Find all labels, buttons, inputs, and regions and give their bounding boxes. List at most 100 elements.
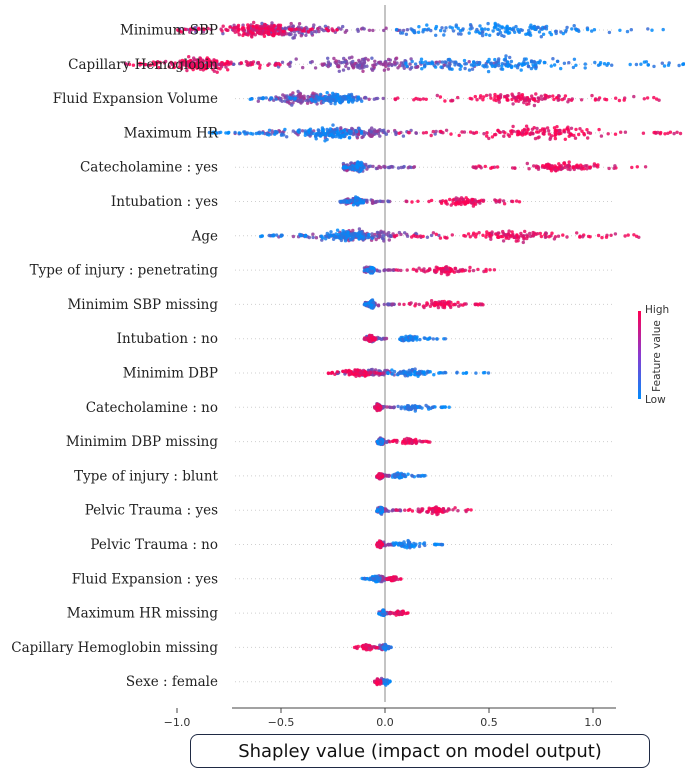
shap-point [635,165,639,169]
shap-point [376,166,380,170]
shap-point [251,24,255,28]
shap-point [296,89,300,94]
shap-point [481,198,486,202]
shap-point [474,371,478,375]
shap-point [398,64,402,68]
shap-point [464,509,468,514]
shap-point [444,128,449,132]
shap-point [178,61,182,66]
shap-point [341,98,345,103]
shap-point [124,62,129,66]
shap-point [532,26,536,30]
shap-point [582,131,586,136]
shap-point [258,66,262,70]
shap-point [370,236,374,240]
shap-point [214,131,218,135]
shap-point [360,162,364,166]
shap-point [371,28,375,33]
shap-point [552,126,557,130]
shap-point [534,92,538,96]
shap-point [378,134,382,138]
shap-point [311,232,315,236]
shap-point [429,133,433,138]
shap-point [337,100,342,104]
shap-point [379,439,383,444]
shap-point [185,68,189,73]
shap-point [449,267,453,272]
shap-point [398,370,403,374]
shap-point [257,130,262,134]
shap-point [369,303,374,307]
shap-point [386,57,391,62]
shap-point [457,269,461,274]
shap-point [464,62,468,66]
shap-point [339,233,343,237]
shap-point [571,65,576,70]
shap-point [551,94,555,98]
shap-point [483,27,487,31]
shap-point [439,201,444,205]
shap-point [270,129,274,133]
shap-point [496,231,500,235]
shap-point [612,166,616,170]
shap-point [277,23,281,27]
shap-point [493,57,497,62]
shap-point [550,164,554,168]
shap-point [593,98,598,102]
row-guides [235,5,615,702]
shap-point [382,68,387,72]
shap-point [198,67,203,71]
shap-point [449,305,453,310]
shap-point [382,128,386,132]
shap-point [376,406,380,410]
shap-point [642,60,647,64]
shap-point [316,132,320,136]
feature-row-3 [207,123,683,143]
shap-point [386,199,391,204]
beeswarm-points [123,20,685,687]
shap-point [197,26,201,30]
shap-point [498,130,502,135]
shap-point [257,96,261,101]
shap-point [237,131,241,135]
shap-point [507,134,512,138]
shap-point [349,161,353,166]
shap-point [369,266,374,270]
shap-point [451,98,455,103]
shap-point [565,235,569,239]
shap-point [442,33,446,37]
shap-point [572,24,576,28]
shap-point [397,131,401,135]
shap-point [385,405,389,409]
shap-point [599,134,604,138]
shap-point [241,23,245,27]
shap-point [405,64,409,69]
shap-point [342,199,346,204]
shap-point [194,58,199,62]
shap-point [416,30,421,34]
shap-point [472,60,476,65]
shap-point [459,196,464,200]
shap-point [195,66,199,70]
shap-point [496,128,500,133]
shap-point [372,370,376,374]
shap-point [289,21,293,26]
shap-point [572,57,577,61]
shap-point [439,28,443,33]
shap-point [386,371,390,375]
shap-point [322,132,326,136]
shap-point [355,198,359,202]
shap-point [303,133,307,137]
shap-point [464,196,468,200]
shap-point [421,28,426,32]
shap-point [556,98,560,102]
shap-point [281,93,285,97]
shap-point [525,236,529,241]
shap-point [404,62,408,66]
feature-row-12 [375,436,432,447]
shap-point [533,60,537,65]
shap-point [369,130,373,134]
shap-point [403,374,407,378]
shap-point [215,70,219,74]
